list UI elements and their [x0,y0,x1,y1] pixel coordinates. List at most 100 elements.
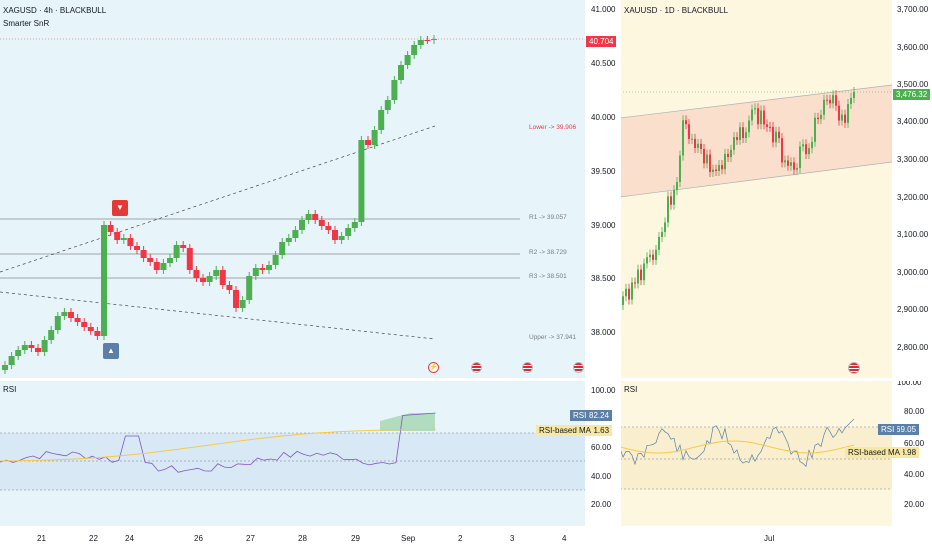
candle-body [120,238,127,240]
xagusd-price-axis[interactable]: 41.000 40.500 40.000 39.500 39.000 38.50… [585,0,620,526]
lightning-event-icon[interactable]: ⚡ [428,362,439,373]
candle-body [292,230,299,238]
candle-body [61,312,68,316]
pane-divider[interactable] [0,378,620,381]
candle-body [239,300,246,308]
xagusd-rsi-plot [0,412,585,491]
candle-body [391,80,398,100]
price-tick: 3,600.00 [897,43,929,52]
candle-body [784,160,786,163]
us-flag-event-icon[interactable] [848,362,860,374]
price-tick: 40.000 [591,113,616,122]
channel-top [620,84,892,119]
candle-body [736,137,738,140]
candle-body [826,99,828,101]
candle-body [697,143,699,149]
level-lower: Lower -> 39.906 [529,124,577,131]
candle-body [384,100,391,110]
time-tick: 27 [246,534,255,543]
sell-signal-down-arrow-icon[interactable]: ▼ [112,200,128,216]
price-tick: 3,400.00 [897,117,929,126]
candle-body [371,130,378,145]
candle-body [417,40,424,45]
candle-body [718,165,720,171]
rsi-title[interactable]: RSI [3,385,17,394]
candle-body [661,231,663,237]
candle-body [424,40,431,41]
candle-body [808,148,810,155]
candle-body [781,138,783,163]
candle-body [658,236,660,250]
xauusd-price-axis[interactable]: 3,700.00 3,600.00 3,500.00 3,400.00 3,30… [892,0,932,526]
rsi-ma-value-tag: 71.63 [586,425,613,436]
candle-body [279,242,286,255]
rsi-tick: 60.00 [904,439,925,448]
current-price-tag: 3,476.32 [893,89,931,100]
price-tick: 41.000 [591,5,616,14]
pane-divider[interactable] [618,0,621,550]
candle-body [200,278,206,282]
candle-body [853,92,855,98]
candle-body [87,327,94,331]
time-tick: 21 [37,534,46,543]
candle-body [670,196,672,205]
candle-body [712,169,714,173]
rsi-tick: 100.00 [591,386,616,395]
candle-body [838,105,840,121]
buy-signal-up-arrow-icon[interactable]: ▲ [103,343,119,359]
candle-body [760,110,762,125]
candle-body [700,143,702,149]
candle-body [811,141,813,149]
candle-body [730,149,732,157]
xauusd-time-axis[interactable]: Jul [620,526,932,550]
candle-body [134,246,140,250]
time-tick: 2 [458,534,463,543]
candle-body [688,124,690,140]
candle-body [634,282,636,284]
candle-body [844,114,846,123]
candle-body [127,238,134,246]
candle-body [259,268,266,270]
candle-body [766,124,768,127]
xagusd-chart-pane[interactable]: XAGUSD · 4h · BLACKBULL Smarter SnR Lowe… [0,0,585,378]
candle-body [2,365,8,370]
candle-body [637,269,639,284]
candle-body [790,162,792,166]
candle-body [832,95,834,104]
xagusd-time-axis[interactable]: 21 22 24 26 27 28 29 Sep 2 3 4 [0,526,620,550]
candle-body [186,248,193,270]
candle-body [411,45,418,55]
candle-body [796,168,798,170]
candle-body [252,268,259,276]
price-tick: 40.500 [591,59,616,68]
rsi-ma-line [0,428,436,462]
xagusd-rsi-pane[interactable]: RSI [0,381,585,526]
candle-body [787,160,789,166]
us-flag-event-icon[interactable] [573,362,584,373]
rsi-tick: 60.00 [591,443,612,452]
us-flag-event-icon[interactable] [471,362,482,373]
candle-body [667,196,669,223]
candle-body [101,225,107,336]
candle-body [721,165,723,170]
candle-body [733,137,735,150]
xagusd-symbol-title[interactable]: XAGUSD · 4h · BLACKBULL [3,6,107,15]
us-flag-event-icon[interactable] [522,362,533,373]
candle-body [841,114,843,121]
candle-body [365,140,371,145]
candle-body [643,263,645,281]
time-tick: 3 [510,534,515,543]
rsi-ma-name-tag: RSI-based MA [845,447,904,458]
candle-body [778,131,780,139]
candle-body [81,322,88,327]
time-tick: 29 [351,534,360,543]
candle-body [8,356,15,365]
candle-body [793,162,795,170]
candle-body [226,285,233,290]
pane-divider[interactable] [620,378,932,381]
smarter-snr-indicator-label[interactable]: Smarter SnR [3,19,50,28]
rsi-title[interactable]: RSI [624,385,638,394]
candle-body [823,99,825,115]
xauusd-chart-pane[interactable]: XAUUSD · 1D · BLACKBULL [620,0,892,378]
xauusd-symbol-title[interactable]: XAUUSD · 1D · BLACKBULL [624,6,729,15]
